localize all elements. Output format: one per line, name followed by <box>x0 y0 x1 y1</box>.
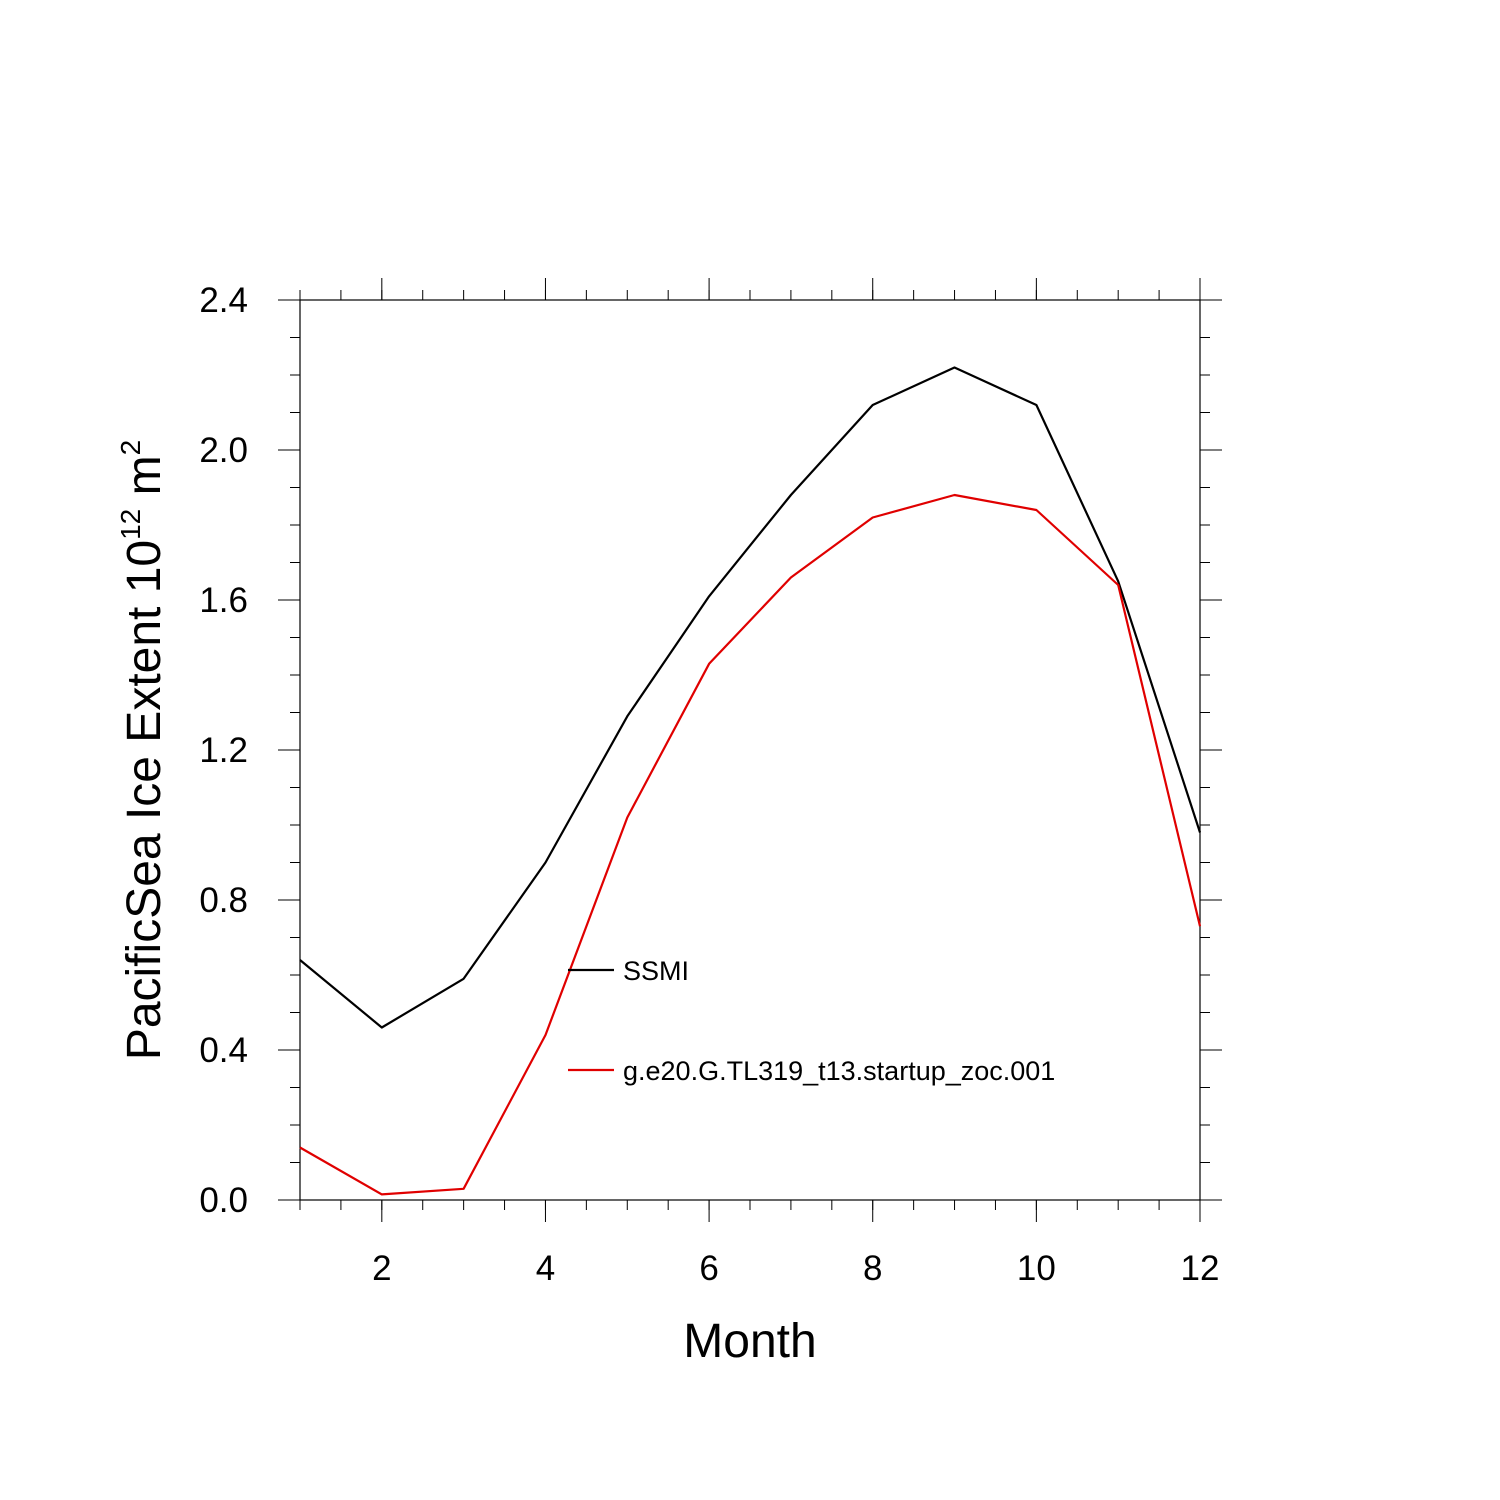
y-tick-label: 0.0 <box>199 1181 248 1220</box>
y-tick-label: 1.2 <box>199 731 248 770</box>
legend-label-2: g.e20.G.TL319_t13.startup_zoc.001 <box>623 1056 1055 1086</box>
y-axis-title-exponent: 12 <box>115 509 146 540</box>
x-tick-labels: 2 4 6 8 10 12 <box>372 1249 1219 1288</box>
y-tick-labels: 0.0 0.4 0.8 1.2 1.6 2.0 2.4 <box>199 281 248 1220</box>
x-tick-label: 4 <box>536 1249 555 1288</box>
y-tick-label: 2.0 <box>199 431 248 470</box>
x-tick-label: 2 <box>372 1249 391 1288</box>
plot-frame <box>299 299 1201 1201</box>
x-axis-title: Month <box>683 1315 816 1368</box>
series-layer <box>299 366 1202 1196</box>
x-tick-label: 6 <box>699 1249 718 1288</box>
legend-label-1: SSMI <box>623 956 689 986</box>
series-line-1 <box>299 366 1202 1029</box>
y-tick-label: 0.4 <box>199 1031 248 1070</box>
y-tick-label: 0.8 <box>199 881 248 920</box>
major-ticks <box>278 278 1222 1222</box>
legend: SSMI g.e20.G.TL319_t13.startup_zoc.001 <box>568 956 1055 1086</box>
y-tick-label: 1.6 <box>199 581 248 620</box>
y-axis-title: PacificSea Ice Extent 1012 m2 <box>115 440 171 1060</box>
y-tick-label: 2.4 <box>199 281 248 320</box>
x-tick-label: 12 <box>1181 1249 1220 1288</box>
x-tick-label: 8 <box>863 1249 882 1288</box>
y-axis-title-unit: m <box>118 455 171 508</box>
y-axis-title-text: PacificSea Ice Extent 10 <box>118 540 171 1060</box>
x-tick-label: 10 <box>1017 1249 1056 1288</box>
series-line-2 <box>299 493 1202 1196</box>
y-axis-title-unit-exponent: 2 <box>115 440 146 456</box>
